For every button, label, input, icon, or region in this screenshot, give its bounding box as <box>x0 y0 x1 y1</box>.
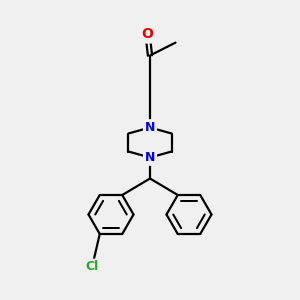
Text: N: N <box>145 151 155 164</box>
Text: O: O <box>142 28 154 41</box>
Text: Cl: Cl <box>85 260 99 274</box>
Text: N: N <box>145 121 155 134</box>
